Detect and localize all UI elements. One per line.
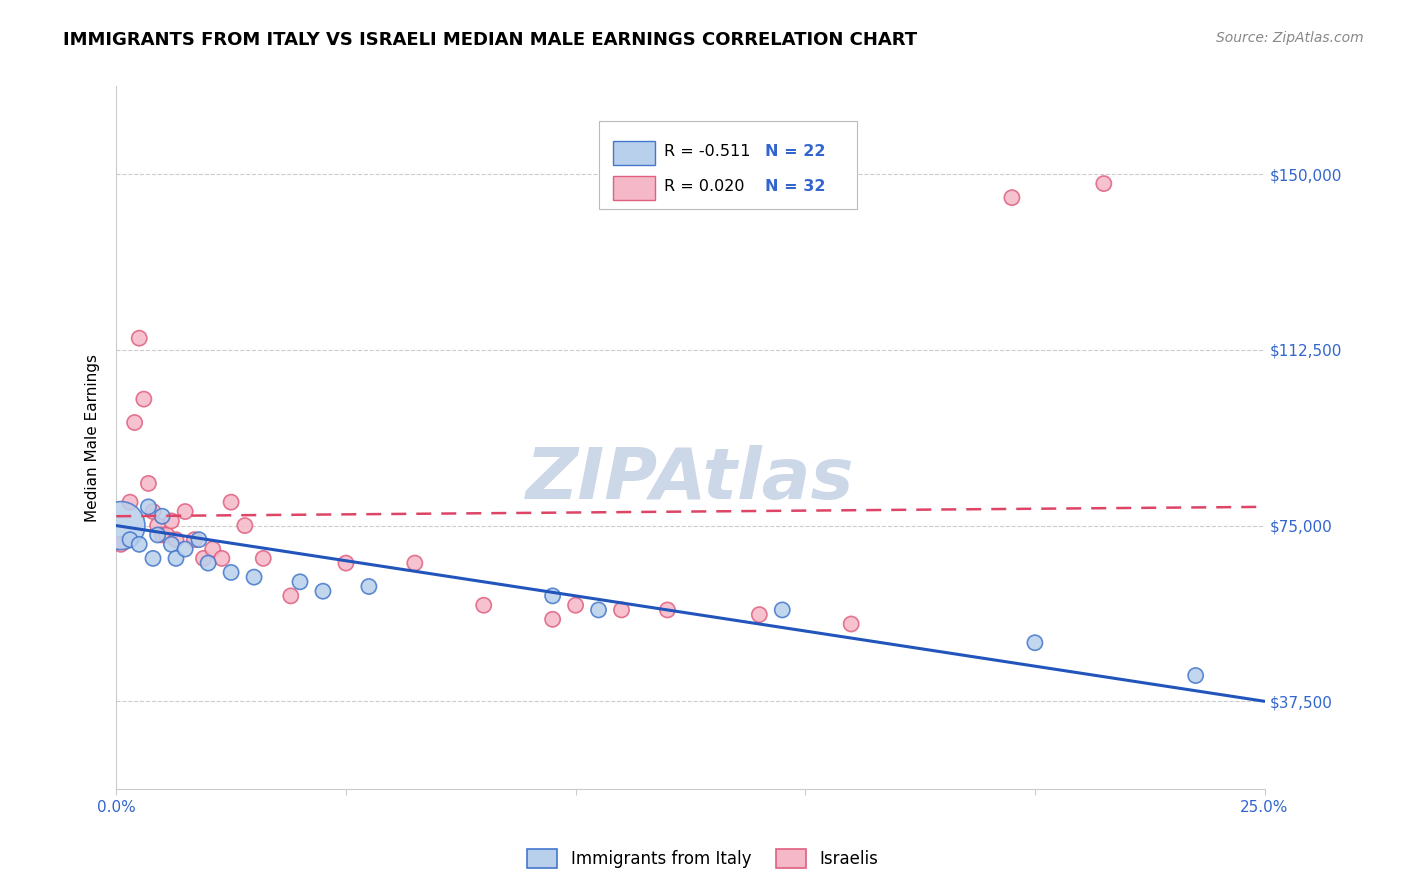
Point (160, 537, 183, 551)
Point (1024, 636, 1046, 650)
Point (138, 476, 160, 491)
Text: ZIPAtlas: ZIPAtlas (526, 445, 855, 515)
Point (128, 331, 150, 345)
Point (132, 392, 155, 406)
Point (165, 533, 187, 547)
Point (588, 603, 610, 617)
FancyBboxPatch shape (613, 141, 655, 164)
Text: R = 0.020: R = 0.020 (664, 179, 755, 194)
Point (312, 584, 335, 599)
Point (219, 495, 242, 509)
Point (472, 599, 495, 613)
Point (150, 528, 173, 542)
Point (1092, 177, 1115, 191)
Point (118, 495, 141, 509)
FancyBboxPatch shape (613, 177, 655, 200)
Point (197, 556, 219, 570)
Point (335, 556, 357, 570)
Point (357, 580, 380, 594)
Point (610, 603, 633, 617)
Point (404, 556, 426, 570)
Point (657, 603, 679, 617)
Legend: Immigrants from Italy, Israelis: Immigrants from Italy, Israelis (520, 842, 886, 875)
Point (288, 574, 311, 589)
Point (839, 617, 862, 632)
Point (770, 603, 793, 617)
Point (564, 599, 586, 613)
Point (252, 551, 274, 566)
Text: R = -0.511: R = -0.511 (664, 144, 761, 159)
Point (146, 518, 169, 533)
Point (118, 533, 141, 547)
Point (1184, 668, 1206, 682)
Text: Source: ZipAtlas.com: Source: ZipAtlas.com (1216, 31, 1364, 45)
Point (201, 541, 224, 556)
Text: N = 32: N = 32 (765, 179, 825, 194)
Point (165, 551, 187, 566)
Point (183, 533, 205, 547)
Point (243, 570, 266, 584)
Text: N = 22: N = 22 (765, 144, 825, 159)
Point (748, 607, 770, 622)
Point (110, 518, 132, 533)
Point (142, 504, 165, 518)
Point (280, 589, 302, 603)
Point (174, 504, 197, 518)
Point (233, 518, 256, 533)
Point (142, 551, 165, 566)
Point (541, 589, 564, 603)
Point (110, 537, 132, 551)
Point (138, 500, 160, 514)
Point (174, 541, 197, 556)
Point (1001, 191, 1024, 205)
Point (150, 509, 173, 524)
Point (156, 528, 179, 542)
Point (124, 416, 146, 430)
Point (541, 612, 564, 626)
Point (146, 528, 169, 542)
Point (219, 566, 242, 580)
Y-axis label: Median Male Earnings: Median Male Earnings (86, 354, 100, 522)
Point (160, 514, 183, 528)
FancyBboxPatch shape (599, 121, 856, 210)
Point (187, 533, 209, 547)
Point (193, 551, 215, 566)
Point (128, 537, 150, 551)
Text: IMMIGRANTS FROM ITALY VS ISRAELI MEDIAN MALE EARNINGS CORRELATION CHART: IMMIGRANTS FROM ITALY VS ISRAELI MEDIAN … (63, 31, 917, 49)
Point (211, 551, 233, 566)
